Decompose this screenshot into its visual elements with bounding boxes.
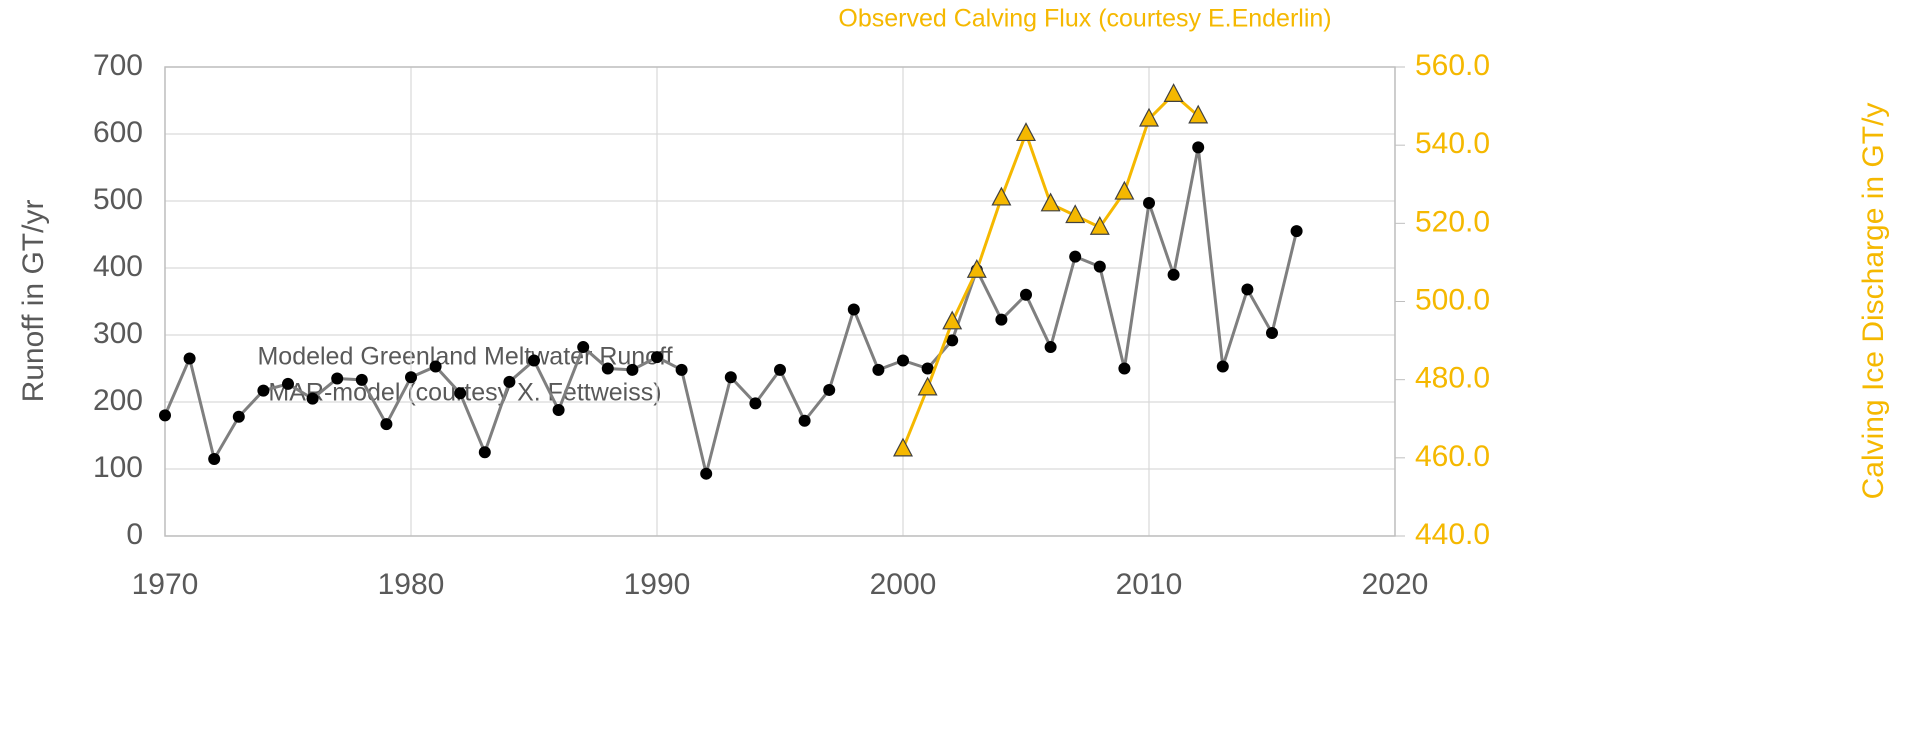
marker [1040, 192, 1061, 212]
y-axis-label: Runoff in GT/yr [17, 200, 50, 403]
marker [232, 410, 245, 423]
marker [872, 363, 885, 376]
marker [700, 467, 713, 480]
marker [306, 392, 319, 405]
x-tick-label: 1990 [624, 568, 691, 601]
y-tick-label: 200 [93, 384, 143, 417]
y2-tick-label: 500.0 [1415, 283, 1490, 316]
marker [1167, 268, 1180, 281]
marker [159, 409, 171, 422]
marker [1143, 197, 1155, 210]
marker [1192, 141, 1205, 154]
marker [1216, 360, 1229, 373]
marker [823, 383, 836, 396]
marker [1290, 225, 1303, 238]
y-tick-label: 600 [93, 116, 143, 149]
marker [1016, 122, 1036, 142]
marker [1266, 326, 1278, 339]
marker [601, 362, 614, 375]
x-tick-label: 2020 [1362, 568, 1429, 601]
marker [1163, 83, 1184, 102]
marker [626, 363, 639, 376]
marker [921, 362, 934, 375]
marker [355, 373, 368, 386]
y2-tick-label: 560.0 [1415, 49, 1490, 82]
marker [942, 310, 963, 330]
marker [429, 360, 442, 373]
marker [552, 404, 565, 417]
marker [1139, 107, 1159, 127]
marker [183, 352, 196, 365]
marker [749, 397, 762, 410]
y-tick-label: 500 [93, 183, 143, 216]
marker [946, 334, 959, 347]
marker [503, 375, 516, 388]
marker [380, 418, 393, 431]
y-tick-label: 100 [93, 451, 143, 484]
marker [651, 351, 663, 364]
x-tick-label: 1970 [132, 568, 199, 601]
marker [897, 354, 909, 367]
x-tick-label: 1980 [378, 568, 445, 601]
marker [454, 387, 467, 400]
annotation: Observed Calving Flux (courtesy E.Enderl… [838, 5, 1331, 33]
marker [478, 446, 491, 459]
marker [1065, 204, 1086, 224]
marker [1093, 260, 1106, 273]
marker [774, 363, 786, 376]
marker [1114, 180, 1135, 200]
marker [847, 303, 860, 316]
marker [1188, 104, 1209, 124]
marker [331, 372, 344, 385]
y-tick-label: 0 [126, 518, 143, 551]
y2-tick-label: 540.0 [1415, 127, 1490, 160]
marker [1069, 250, 1082, 263]
marker [893, 437, 913, 457]
x-tick-label: 2000 [870, 568, 937, 601]
marker [1044, 341, 1057, 354]
y2-tick-label: 480.0 [1415, 362, 1490, 395]
marker [995, 313, 1008, 326]
marker [1118, 362, 1131, 375]
y2-tick-label: 440.0 [1415, 518, 1490, 551]
marker [798, 414, 811, 427]
marker [1020, 288, 1032, 301]
marker [917, 376, 938, 396]
marker [257, 384, 270, 397]
y-tick-label: 300 [93, 317, 143, 350]
y2-axis-label: Calving Ice Discharge in GT/y [1857, 103, 1890, 500]
x-tick-label: 2010 [1116, 568, 1183, 601]
marker [208, 452, 221, 465]
y2-tick-label: 460.0 [1415, 440, 1490, 473]
marker [724, 371, 737, 384]
marker [675, 363, 688, 376]
y-tick-label: 400 [93, 250, 143, 283]
marker [1241, 283, 1254, 296]
series-line [901, 92, 1200, 450]
y2-tick-label: 520.0 [1415, 205, 1490, 238]
marker [528, 354, 540, 367]
marker [282, 377, 294, 390]
marker [966, 258, 987, 278]
marker [405, 371, 417, 384]
plot-border [164, 66, 1396, 537]
marker [1089, 215, 1110, 235]
marker [577, 341, 590, 354]
y-tick-label: 700 [93, 49, 143, 82]
marker [991, 186, 1012, 206]
